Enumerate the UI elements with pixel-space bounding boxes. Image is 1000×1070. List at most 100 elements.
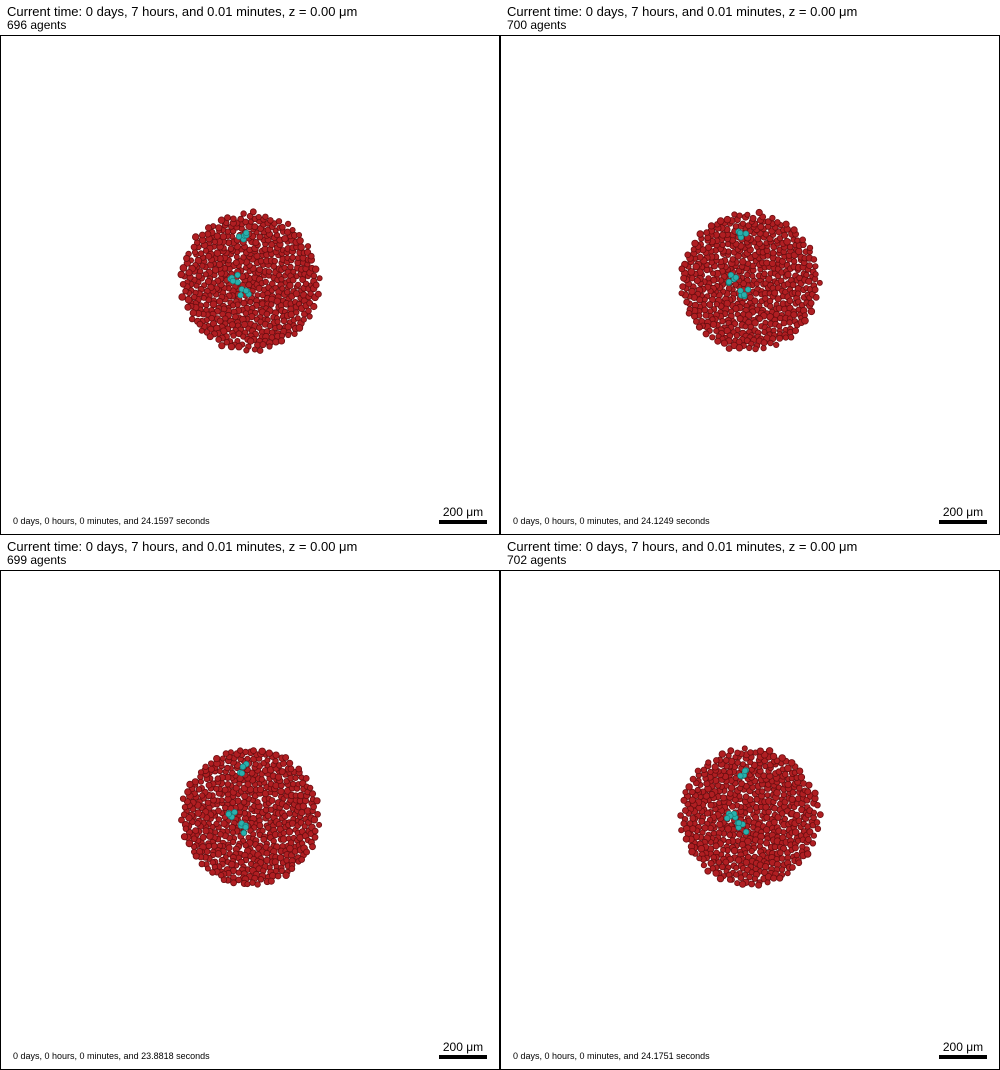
tumor-cell (247, 298, 254, 306)
tumor-cell (749, 214, 757, 222)
tumor-cell (213, 249, 222, 257)
scale-bar-line (439, 520, 487, 524)
tumor-cell (180, 833, 189, 841)
tumor-cell (279, 223, 286, 231)
tumor-cell (805, 781, 813, 789)
tumor-cell (210, 842, 218, 850)
tumor-cell (254, 799, 261, 806)
tumor-cell (777, 849, 784, 857)
tumor-cell (178, 816, 185, 824)
tumor-cell (185, 269, 193, 277)
tumor-cell (182, 825, 190, 832)
tumor-cell (719, 318, 726, 325)
tumor-cell (292, 290, 301, 298)
tumor-cell (781, 815, 788, 822)
tumor-cell (709, 270, 716, 277)
tumor-cell (763, 826, 771, 834)
tumor-cell (810, 809, 817, 816)
tumor-cell (813, 819, 821, 826)
tumor-cell (716, 799, 723, 806)
tumor-cell (235, 869, 242, 876)
tumor-cell (700, 862, 707, 869)
immune-cell (238, 770, 245, 777)
tumor-cell (801, 316, 809, 325)
tumor-cell (681, 807, 689, 814)
tumor-cell (209, 869, 216, 876)
tumor-cell (703, 229, 711, 236)
tumor-cell (314, 811, 321, 818)
tumor-cell (810, 256, 818, 263)
tumor-cell (258, 747, 266, 755)
tumor-cell (786, 319, 793, 326)
tumor-cell (756, 747, 764, 755)
tumor-cell (278, 867, 285, 874)
agent-count: 696 agents (7, 18, 67, 32)
tumor-cell (213, 785, 220, 792)
tumor-cell (278, 768, 286, 776)
immune-cell (229, 277, 237, 285)
scale-bar-line (939, 1055, 987, 1059)
tumor-cell (783, 238, 791, 246)
tumor-cell (313, 797, 321, 805)
tumor-cell (809, 840, 817, 847)
immune-cell (239, 763, 246, 770)
tumor-cell (202, 271, 209, 278)
tumor-cell (816, 811, 824, 819)
tumor-cell (716, 874, 725, 883)
tumor-cell (748, 880, 756, 888)
tumor-cell (791, 327, 799, 335)
scale-bar: 200 μm (939, 1041, 987, 1059)
tumor-cell (689, 775, 697, 783)
tumor-cell (761, 329, 768, 336)
immune-cell (237, 292, 244, 299)
immune-cell (242, 824, 249, 831)
tumor-cell (742, 323, 749, 330)
panel-header: Current time: 0 days, 7 hours, and 0.01 … (0, 0, 500, 35)
tumor-cell (278, 276, 285, 283)
simulation-panel-4: Current time: 0 days, 7 hours, and 0.01 … (500, 535, 1000, 1070)
tumor-cell (305, 307, 312, 315)
tumor-cell (812, 271, 819, 278)
tumor-cell (204, 799, 212, 807)
tumor-cell (769, 249, 777, 257)
tumor-cell (702, 311, 710, 319)
panel-header: Current time: 0 days, 7 hours, and 0.01 … (0, 535, 500, 570)
tumor-cell (790, 226, 798, 234)
tumor-cell (770, 818, 778, 826)
tumor-cell (218, 342, 226, 350)
tumor-cell (694, 767, 702, 775)
tumor-cell (765, 275, 773, 283)
tumor-cell (235, 876, 243, 884)
tumor-cell (192, 852, 200, 860)
tumor-cell (739, 761, 746, 768)
tumor-cell (779, 866, 786, 873)
cell-population (678, 208, 823, 353)
tumor-cell (780, 829, 787, 836)
tumor-cell (191, 233, 200, 241)
tumor-cell (291, 330, 298, 337)
tumor-cell (244, 881, 251, 888)
tumor-cell (286, 281, 294, 289)
panel-header: Current time: 0 days, 7 hours, and 0.01 … (500, 535, 1000, 570)
tumor-cell (224, 764, 231, 772)
tumor-cell (795, 247, 803, 256)
tumor-cell (251, 346, 258, 353)
tumor-cell (230, 215, 237, 223)
tumor-cell (742, 793, 750, 801)
tumor-cell (268, 797, 276, 804)
tumor-cell (220, 820, 228, 828)
tumor-cell (215, 336, 223, 343)
tumor-cell (690, 246, 697, 253)
tumor-cell (247, 337, 255, 345)
tumor-cell (297, 819, 305, 826)
tumor-cell (762, 231, 770, 238)
immune-cell (243, 229, 250, 236)
tumor-cell (240, 299, 248, 307)
tumor-cell (282, 871, 290, 879)
tumor-cell (713, 327, 720, 334)
tumor-cell (686, 820, 694, 827)
tumor-cell (678, 265, 686, 273)
tumor-cell (304, 243, 312, 250)
tumor-cell (302, 774, 310, 782)
tumor-cell (264, 757, 271, 764)
